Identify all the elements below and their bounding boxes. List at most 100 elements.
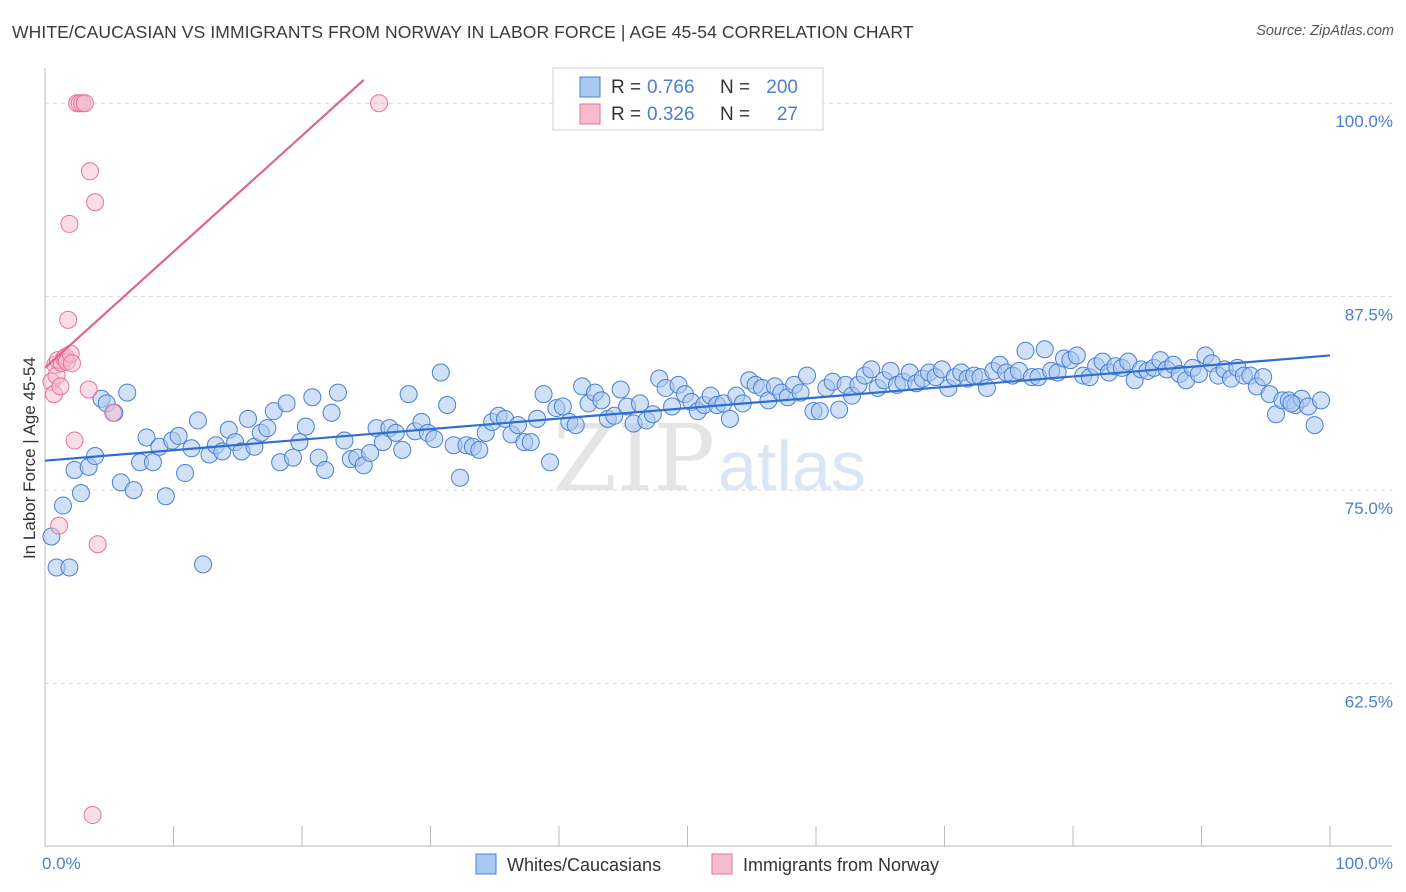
- axes: [44, 68, 1392, 847]
- whites-point-23: [188, 411, 207, 430]
- x-tick-label-1: 100.0%: [1335, 854, 1393, 873]
- whites-point-199: [1282, 394, 1301, 413]
- whites-point-86: [592, 391, 611, 410]
- whites-point-41: [303, 388, 322, 407]
- norway-point-11: [59, 310, 78, 329]
- whites-point-44: [322, 403, 341, 422]
- legend-n-label-2: N =: [720, 104, 750, 125]
- norway-point-25: [104, 403, 123, 422]
- whites-point-118: [798, 366, 817, 385]
- legend-n-label-1: N =: [720, 77, 750, 98]
- bottom-legend-swatch-whites: [475, 853, 497, 875]
- x-tick-labels: 0.0% 100.0%: [42, 854, 1393, 873]
- norway-point-26: [370, 94, 389, 113]
- whites-point-56: [399, 385, 418, 404]
- norway-point-22: [83, 806, 102, 825]
- trend-lines: [44, 79, 1331, 462]
- whites-point-50: [361, 443, 380, 462]
- whites-point-61: [431, 363, 450, 382]
- whites-point-120: [810, 402, 829, 421]
- whites-trend-line: [44, 354, 1331, 462]
- norway-point-21: [80, 162, 99, 181]
- stats-legend: R = 0.766 N = 200 R = 0.326 N = 27: [552, 67, 824, 131]
- whites-point-60: [425, 430, 444, 449]
- whites-point-89: [611, 380, 630, 399]
- y-tick-label-0: 62.5%: [1345, 693, 1393, 712]
- whites-point-15: [137, 428, 156, 447]
- y-tick-labels: 62.5% 75.0% 87.5% 100.0%: [1335, 112, 1393, 711]
- bottom-legend: Whites/Caucasians Immigrants from Norway: [475, 853, 939, 875]
- legend-swatch-blue: [579, 76, 601, 98]
- whites-point-64: [451, 468, 470, 487]
- whites-point-24: [194, 555, 213, 574]
- whites-point-189: [1254, 368, 1273, 387]
- whites-point-160: [1067, 346, 1086, 365]
- whites-point-62: [438, 395, 457, 414]
- y-axis-title: In Labor Force | Age 45-54: [20, 357, 39, 559]
- whites-point-78: [541, 453, 560, 472]
- whites-point-128: [862, 360, 881, 379]
- watermark-atlas: atlas: [718, 427, 866, 505]
- whites-point-198: [1312, 391, 1331, 410]
- bottom-legend-norway: Immigrants from Norway: [743, 855, 939, 875]
- whites-point-67: [470, 440, 489, 459]
- x-tick-label-0: 0.0%: [42, 854, 81, 873]
- norway-point-23: [86, 193, 105, 212]
- whites-point-2: [53, 496, 72, 515]
- norway-point-15: [65, 431, 84, 450]
- legend-swatch-pink: [579, 103, 601, 125]
- norway-point-5: [50, 516, 69, 535]
- y-tick-label-1: 75.0%: [1345, 499, 1393, 518]
- legend-n-value-2: 27: [777, 104, 798, 125]
- norway-point-12: [60, 214, 79, 233]
- norway-point-6: [51, 377, 70, 396]
- whites-point-37: [277, 394, 296, 413]
- whites-point-45: [328, 383, 347, 402]
- whites-point-31: [239, 409, 258, 428]
- bottom-legend-whites: Whites/Caucasians: [507, 855, 661, 875]
- norway-point-14: [62, 354, 81, 373]
- whites-point-55: [393, 440, 412, 459]
- whites-point-73: [508, 416, 527, 435]
- whites-point-77: [534, 385, 553, 404]
- whites-point-117: [791, 383, 810, 402]
- whites-point-38: [284, 448, 303, 467]
- whites-point-155: [1035, 340, 1054, 359]
- whites-point-16: [143, 453, 162, 472]
- legend-r-label-1: R =: [611, 77, 641, 98]
- whites-point-40: [296, 417, 315, 436]
- whites-point-13: [124, 481, 143, 500]
- series-norway-points: [42, 94, 389, 825]
- bottom-legend-swatch-norway: [711, 853, 733, 875]
- whites-point-75: [521, 433, 540, 452]
- series-whites-points: [42, 340, 1331, 577]
- legend-r-label-2: R =: [611, 104, 641, 125]
- whites-point-3: [60, 558, 79, 577]
- whites-point-20: [169, 426, 188, 445]
- whites-point-34: [258, 419, 277, 438]
- whites-point-197: [1305, 416, 1324, 435]
- norway-point-20: [79, 380, 98, 399]
- source-label: Source: ZipAtlas.com: [1256, 23, 1394, 39]
- norway-point-24: [88, 535, 107, 554]
- legend-r-value-2: 0.326: [647, 104, 695, 125]
- norway-point-19: [75, 94, 94, 113]
- whites-point-152: [1016, 341, 1035, 360]
- whites-point-18: [156, 487, 175, 506]
- whites-point-21: [176, 464, 195, 483]
- whites-point-82: [566, 416, 585, 435]
- whites-point-39: [290, 433, 309, 452]
- whites-point-5: [71, 484, 90, 503]
- norway-trend-line: [44, 79, 365, 369]
- whites-point-106: [720, 409, 739, 428]
- whites-point-12: [118, 383, 137, 402]
- legend-n-value-1: 200: [766, 77, 798, 98]
- whites-point-94: [643, 405, 662, 424]
- legend-r-value-1: 0.766: [647, 77, 695, 98]
- whites-point-80: [553, 397, 572, 416]
- y-tick-label-2: 87.5%: [1345, 306, 1393, 325]
- whites-point-97: [663, 397, 682, 416]
- whites-point-123: [830, 400, 849, 419]
- y-tick-label-3: 100.0%: [1335, 112, 1393, 131]
